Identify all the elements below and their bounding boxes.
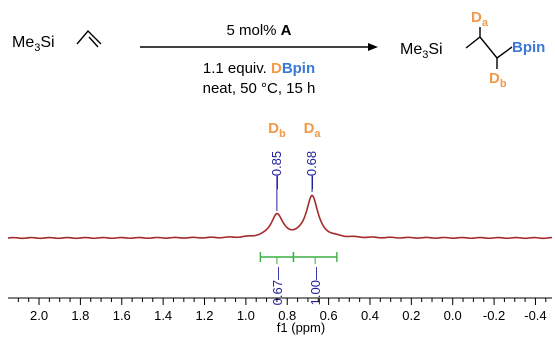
x-tick-label: -0.4 [524,308,546,323]
x-tick-label: -0.2 [483,308,505,323]
product-db-label: Db [489,70,507,90]
conditions-line-3: neat, 50 °C, 15 h [203,80,316,97]
product-backbone [465,36,513,59]
x-tick-label: 1.8 [71,308,89,323]
x-tick-label: 2.0 [30,308,48,323]
product-silyl-label: Me3Si [400,41,443,61]
product-bpin-label: Bpin [512,39,545,56]
x-tick-label: 0.4 [361,308,379,323]
x-tick-label: 0.2 [402,308,420,323]
reactant-vinyl-bond [76,29,102,45]
x-axis-label: f1 (ppm) [277,320,325,335]
x-tick-label: 1.0 [237,308,255,323]
x-tick-label: 1.6 [113,308,131,323]
peak-assignment-label: Db [268,120,286,140]
peak-labels: —0.85 Db —0.68 Da [268,120,321,211]
integral-value-label: 0.67— [270,267,285,305]
x-axis: 2.0 1.8 1.6 1.4 1.2 1.0 0.8 0.6 0.4 0.2 0.0 -0.2 -0.… [8,297,552,323]
product-da-label: Da [471,9,489,29]
reaction-arrowhead [368,43,378,51]
peak-assignment-label: Da [304,120,322,140]
conditions-line-2: 1.1 equiv. DBpin [203,60,315,77]
x-tick-label: 0.0 [444,308,462,323]
x-tick-label: 1.2 [195,308,213,323]
integrals: 0.67— 1.00— [259,252,338,305]
x-tick-label: 0.8 [278,308,296,323]
reactant-double-bond [88,36,99,48]
x-tick-label: 0.6 [320,308,338,323]
peak-shift-label: —0.68 [304,151,319,189]
reactant-label: Me3Si [12,34,55,54]
x-tick-label: 1.4 [154,308,172,323]
reaction-scheme: Me3Si 5 mol% A 1.1 equiv. DBpin neat, 50… [12,9,545,97]
nmr-spectrum: —0.85 Db —0.68 Da 0.67— 1.00— 2.0 1.8 1.6 1.4 1.… [7,120,553,335]
conditions-line-1: 5 mol% A [226,22,291,39]
peak-shift-label: —0.85 [269,151,284,189]
integral-value-label: 1.00— [308,267,323,305]
spectrum-trace [7,194,553,240]
